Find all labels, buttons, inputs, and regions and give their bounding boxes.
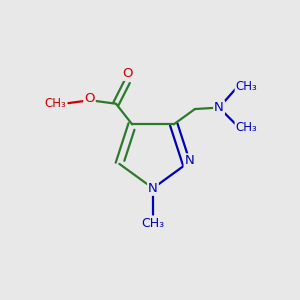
Text: O: O [122, 67, 133, 80]
Text: O: O [84, 92, 95, 105]
Text: CH₃: CH₃ [236, 80, 257, 93]
Text: N: N [148, 182, 158, 195]
Text: N: N [184, 154, 194, 167]
Text: N: N [214, 101, 224, 114]
Text: CH₃: CH₃ [141, 217, 164, 230]
Text: CH₃: CH₃ [45, 97, 67, 110]
Text: CH₃: CH₃ [236, 121, 257, 134]
